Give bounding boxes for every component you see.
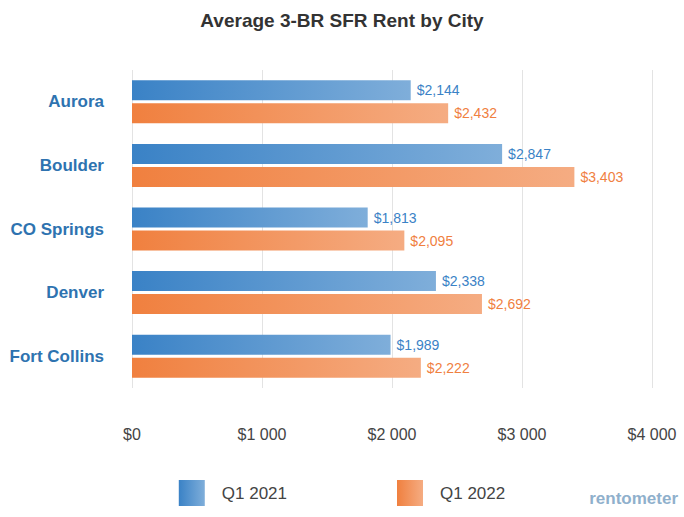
svg-text:rentometer: rentometer bbox=[589, 489, 678, 508]
svg-text:$2,095: $2,095 bbox=[410, 233, 453, 249]
svg-text:Q1 2022: Q1 2022 bbox=[440, 484, 505, 503]
svg-text:$2,692: $2,692 bbox=[488, 296, 531, 312]
svg-text:$2,222: $2,222 bbox=[427, 360, 470, 376]
svg-text:Fort Collins: Fort Collins bbox=[10, 347, 104, 366]
svg-text:Q1 2021: Q1 2021 bbox=[222, 484, 287, 503]
svg-text:Denver: Denver bbox=[46, 283, 104, 302]
svg-text:$2,432: $2,432 bbox=[454, 105, 497, 121]
svg-text:$2,338: $2,338 bbox=[442, 273, 485, 289]
svg-text:$3,403: $3,403 bbox=[580, 169, 623, 185]
svg-text:$4 000: $4 000 bbox=[628, 426, 677, 443]
svg-text:$1,989: $1,989 bbox=[397, 337, 440, 353]
svg-text:$0: $0 bbox=[123, 426, 141, 443]
svg-text:Boulder: Boulder bbox=[40, 156, 105, 175]
svg-text:Aurora: Aurora bbox=[48, 92, 104, 111]
svg-text:$2,847: $2,847 bbox=[508, 146, 551, 162]
svg-text:$2 000: $2 000 bbox=[368, 426, 417, 443]
svg-text:CO Springs: CO Springs bbox=[10, 220, 104, 239]
svg-text:$1 000: $1 000 bbox=[238, 426, 287, 443]
svg-text:$3 000: $3 000 bbox=[498, 426, 547, 443]
svg-text:$2,144: $2,144 bbox=[417, 82, 460, 98]
svg-text:$1,813: $1,813 bbox=[374, 210, 417, 226]
svg-text:Average 3-BR SFR Rent by City: Average 3-BR SFR Rent by City bbox=[200, 10, 484, 31]
